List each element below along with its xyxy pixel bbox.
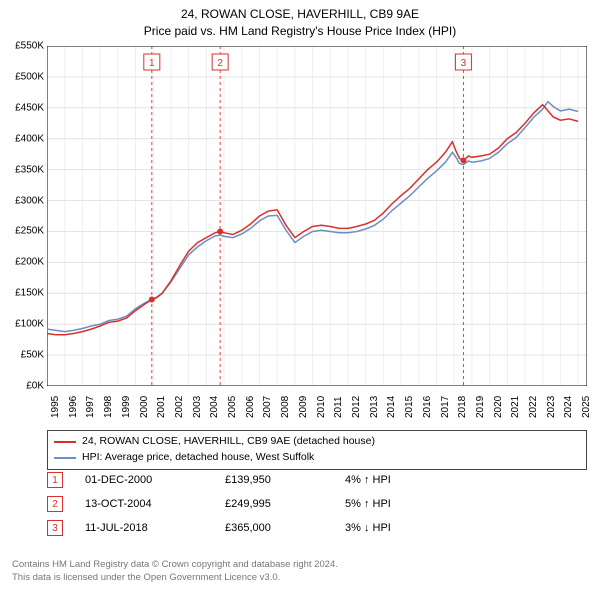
event-date: 11-JUL-2018: [85, 522, 225, 534]
event-row: 2 13-OCT-2004£249,9955% ↑ HPI: [47, 492, 587, 516]
chart-container: 24, ROWAN CLOSE, HAVERHILL, CB9 9AE Pric…: [0, 0, 600, 590]
event-price: £365,000: [225, 522, 345, 534]
y-tick-label: £150K: [15, 288, 44, 299]
x-tick-label: 2016: [422, 396, 433, 418]
y-tick-label: £0K: [26, 381, 44, 392]
legend-label: HPI: Average price, detached house, West…: [82, 450, 314, 466]
x-tick-label: 1999: [121, 396, 132, 418]
title-line2: Price paid vs. HM Land Registry's House …: [0, 23, 600, 40]
chart-svg: 1 2 3: [47, 46, 587, 386]
x-tick-label: 2022: [528, 396, 539, 418]
x-tick-label: 2001: [156, 396, 167, 418]
x-tick-label: 2011: [333, 396, 344, 418]
event-row: 1 01-DEC-2000£139,9504% ↑ HPI: [47, 468, 587, 492]
x-tick-label: 1997: [85, 396, 96, 418]
y-tick-label: £250K: [15, 226, 44, 237]
x-tick-label: 2008: [280, 396, 291, 418]
x-tick-label: 2010: [316, 396, 327, 418]
event-diff: 4% ↑ HPI: [345, 474, 465, 486]
svg-text:1: 1: [149, 58, 155, 69]
x-tick-label: 2005: [227, 396, 238, 418]
x-tick-label: 2002: [174, 396, 185, 418]
x-tick-label: 1995: [50, 396, 61, 418]
x-tick-label: 2015: [404, 396, 415, 418]
x-axis: 1995 1996 1997 1998 1999 2000 2001 2002 2003 2004…: [47, 386, 587, 426]
legend: 24, ROWAN CLOSE, HAVERHILL, CB9 9AE (det…: [47, 430, 587, 470]
event-price: £139,950: [225, 474, 345, 486]
legend-item: HPI: Average price, detached house, West…: [54, 450, 580, 466]
svg-text:2: 2: [217, 58, 223, 69]
footer-line2: This data is licensed under the Open Gov…: [12, 572, 338, 584]
title-line1: 24, ROWAN CLOSE, HAVERHILL, CB9 9AE: [0, 6, 600, 23]
y-tick-label: £550K: [15, 41, 44, 52]
y-tick-label: £450K: [15, 102, 44, 113]
event-diff: 3% ↓ HPI: [345, 522, 465, 534]
event-marker-box: 1: [47, 472, 63, 488]
events-table: 1 01-DEC-2000£139,9504% ↑ HPI 2 13-OCT-2004…: [47, 468, 587, 540]
y-tick-label: £200K: [15, 257, 44, 268]
title-block: 24, ROWAN CLOSE, HAVERHILL, CB9 9AE Pric…: [0, 0, 600, 40]
x-tick-label: 2000: [139, 396, 150, 418]
event-date: 01-DEC-2000: [85, 474, 225, 486]
x-tick-label: 2023: [546, 396, 557, 418]
event-date: 13-OCT-2004: [85, 498, 225, 510]
x-tick-label: 2019: [475, 396, 486, 418]
x-tick-label: 2012: [351, 396, 362, 418]
y-tick-label: £300K: [15, 195, 44, 206]
event-diff: 5% ↑ HPI: [345, 498, 465, 510]
x-tick-label: 2006: [245, 396, 256, 418]
x-tick-label: 2003: [192, 396, 203, 418]
x-tick-label: 2025: [581, 396, 592, 418]
event-marker-box: 3: [47, 520, 63, 536]
y-tick-label: £50K: [21, 350, 44, 361]
event-row: 3 11-JUL-2018£365,0003% ↓ HPI: [47, 516, 587, 540]
x-tick-label: 1996: [68, 396, 79, 418]
y-tick-label: £400K: [15, 133, 44, 144]
x-tick-label: 2014: [386, 396, 397, 418]
y-tick-label: £350K: [15, 164, 44, 175]
x-tick-label: 2024: [563, 396, 574, 418]
x-tick-label: 1998: [103, 396, 114, 418]
footer-line1: Contains HM Land Registry data © Crown c…: [12, 559, 338, 571]
x-tick-label: 2007: [262, 396, 273, 418]
y-tick-label: £500K: [15, 71, 44, 82]
x-tick-label: 2017: [440, 396, 451, 418]
x-tick-label: 2018: [457, 396, 468, 418]
x-tick-label: 2013: [369, 396, 380, 418]
footer: Contains HM Land Registry data © Crown c…: [12, 559, 338, 584]
x-tick-label: 2020: [493, 396, 504, 418]
x-tick-label: 2009: [298, 396, 309, 418]
event-price: £249,995: [225, 498, 345, 510]
x-tick-label: 2021: [510, 396, 521, 418]
legend-label: 24, ROWAN CLOSE, HAVERHILL, CB9 9AE (det…: [82, 434, 375, 450]
y-tick-label: £100K: [15, 319, 44, 330]
legend-swatch: [54, 457, 76, 459]
legend-item: 24, ROWAN CLOSE, HAVERHILL, CB9 9AE (det…: [54, 434, 580, 450]
legend-swatch: [54, 441, 76, 443]
event-marker-box: 2: [47, 496, 63, 512]
x-tick-label: 2004: [209, 396, 220, 418]
svg-text:3: 3: [461, 58, 467, 69]
